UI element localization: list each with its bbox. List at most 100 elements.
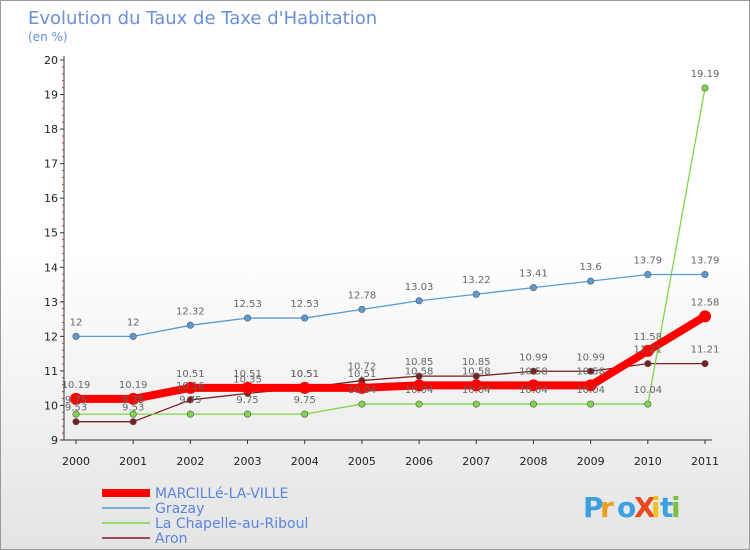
data-label: 12.53 (290, 299, 319, 310)
y-tick-label: 17 (44, 158, 58, 171)
series-point-2 (587, 400, 595, 408)
data-label: 10.58 (405, 366, 434, 377)
data-label: 11.21 (691, 345, 720, 356)
y-tick-label: 9 (51, 434, 58, 447)
x-tick-label: 2008 (519, 455, 547, 468)
series-point-3 (644, 360, 652, 368)
series-point-1 (644, 271, 652, 279)
data-label: 10.04 (519, 385, 548, 396)
data-label: 10.35 (233, 374, 262, 385)
legend-label: MARCILLé-LA-VILLE (155, 486, 288, 502)
series-line-0 (72, 312, 709, 403)
series-point-1 (244, 314, 252, 322)
data-label: 9.75 (179, 395, 201, 406)
data-label: 9.53 (65, 403, 87, 414)
series-group (70, 84, 711, 426)
series-point-3 (529, 367, 537, 375)
logo-letter: t (660, 491, 673, 524)
data-label: 9.53 (122, 403, 144, 414)
data-label: 10.51 (348, 369, 377, 380)
data-label: 12 (70, 317, 83, 328)
data-label: 10.99 (576, 352, 605, 363)
series-point-1 (701, 271, 709, 279)
proxiti-logo: Pr oXi ti (583, 491, 681, 524)
x-tick-label: 2005 (348, 455, 376, 468)
y-tick-label: 16 (44, 192, 58, 205)
data-label: 10.85 (405, 357, 434, 368)
series-point-2 (358, 400, 366, 408)
series-point-0 (584, 379, 597, 392)
axes: 9 10 11 12 13 14 15 16 17 18 19 20 2000 2001 2002 2003 2… (44, 54, 719, 468)
logo-letter: i (671, 491, 681, 524)
series-point-0 (184, 381, 197, 394)
data-label: 10.58 (576, 366, 605, 377)
data-label: 10.04 (576, 385, 605, 396)
series-point-1 (301, 314, 309, 322)
series-point-1 (415, 297, 423, 305)
x-tick-label: 2009 (577, 455, 605, 468)
x-tick-label: 2004 (291, 455, 319, 468)
y-tick-label: 18 (44, 123, 58, 136)
logo-letter: o (617, 491, 636, 524)
series-point-0 (298, 381, 311, 394)
series-point-1 (587, 277, 595, 285)
chart-title: Evolution du Taux de Taxe d'Habitation (28, 8, 377, 29)
series-point-1 (358, 305, 366, 313)
data-label: 13.6 (580, 262, 602, 273)
series-point-0 (127, 392, 140, 405)
series-point-3 (587, 367, 595, 375)
data-label: 10.58 (519, 366, 548, 377)
series-point-2 (644, 400, 652, 408)
series-point-0 (241, 381, 254, 394)
data-label: 13.79 (633, 256, 662, 267)
data-label: 10.51 (290, 369, 319, 380)
series-point-0 (413, 379, 426, 392)
x-tick-label: 2011 (691, 455, 719, 468)
series-point-2 (72, 410, 80, 418)
x-tick-label: 2006 (405, 455, 433, 468)
series-point-1 (186, 321, 194, 329)
series-point-2 (529, 400, 537, 408)
data-label: 10.16 (176, 381, 205, 392)
data-label: 10.19 (119, 380, 148, 391)
logo-letter: X (634, 491, 656, 524)
x-tick-label: 2001 (119, 455, 147, 468)
data-label: 13.41 (519, 269, 548, 280)
y-tick-label: 19 (44, 89, 58, 102)
series-point-3 (701, 360, 709, 368)
legend-label: La Chapelle-au-Riboul (155, 516, 308, 532)
series-point-2 (186, 410, 194, 418)
series-point-1 (529, 284, 537, 292)
y-tick-label: 11 (44, 365, 58, 378)
y-tick-label: 14 (44, 261, 58, 274)
y-tick-label: 10 (44, 399, 58, 412)
data-label: 10.04 (462, 385, 491, 396)
series-point-3 (129, 418, 137, 426)
x-tick-label: 2003 (234, 455, 262, 468)
data-label: 10.85 (462, 357, 491, 368)
data-label: 12.58 (691, 297, 720, 308)
data-label: 13.03 (405, 282, 434, 293)
data-label: 9.75 (122, 395, 144, 406)
data-label: 11.21 (633, 345, 662, 356)
x-tick-label: 2002 (176, 455, 204, 468)
data-label: 10.72 (348, 362, 377, 373)
series-point-1 (472, 290, 480, 298)
data-label: 13.22 (462, 275, 491, 286)
series-point-2 (129, 410, 137, 418)
y-tick-label: 12 (44, 330, 58, 343)
y-tick-label: 20 (44, 54, 58, 67)
data-label: 12.32 (176, 306, 205, 317)
series-point-3 (472, 372, 480, 380)
series-point-0 (355, 381, 368, 394)
series-point-0 (470, 379, 483, 392)
data-label: 10.51 (176, 369, 205, 380)
series-line-1 (75, 273, 706, 338)
series-point-2 (301, 410, 309, 418)
data-label: 10.51 (290, 369, 319, 380)
data-label: 10.58 (462, 366, 491, 377)
x-tick-label: 2010 (634, 455, 662, 468)
